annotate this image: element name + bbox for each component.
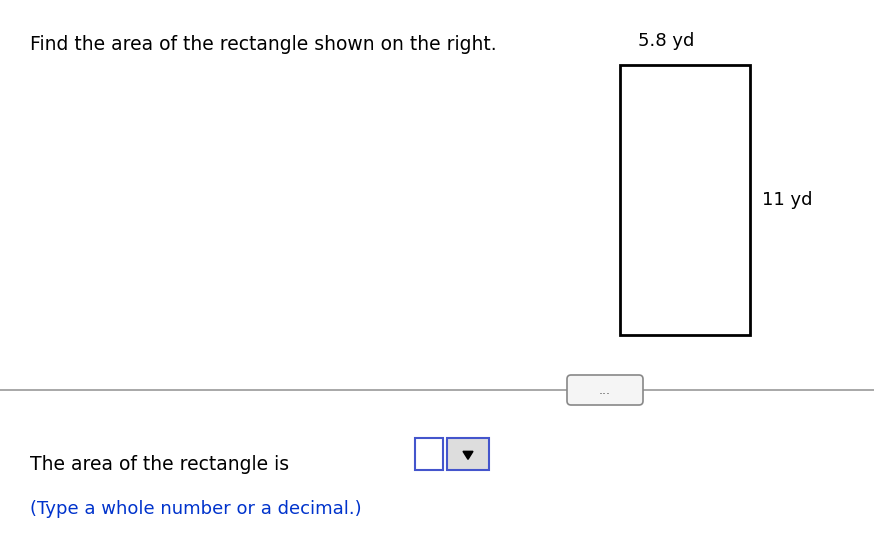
Bar: [447, 438, 489, 470]
Text: 11 yd: 11 yd: [762, 191, 813, 209]
Text: (Type a whole number or a decimal.): (Type a whole number or a decimal.): [30, 500, 362, 518]
Bar: [415, 438, 443, 470]
Bar: [620, 65, 750, 335]
Polygon shape: [463, 451, 473, 459]
Text: The area of the rectangle is: The area of the rectangle is: [30, 455, 289, 474]
Text: ...: ...: [599, 383, 611, 397]
Text: Find the area of the rectangle shown on the right.: Find the area of the rectangle shown on …: [30, 35, 496, 54]
FancyBboxPatch shape: [567, 375, 643, 405]
Text: 5.8 yd: 5.8 yd: [638, 32, 694, 50]
